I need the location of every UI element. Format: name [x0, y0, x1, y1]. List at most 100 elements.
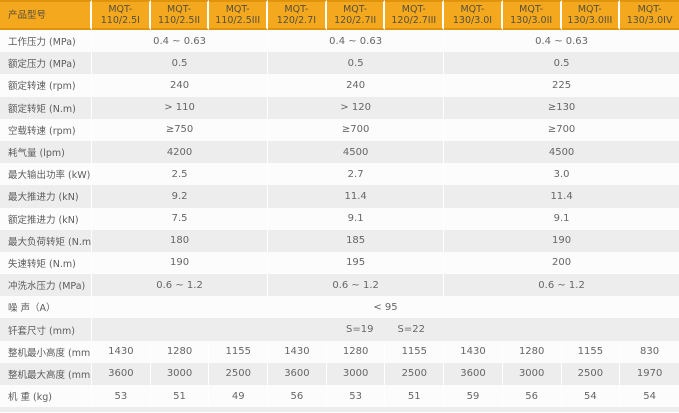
model-header-cell: MQT- 130/3.0III: [561, 0, 621, 30]
value-cell: 1430: [268, 340, 327, 363]
row-label: 空载转速 (rpm): [0, 118, 93, 141]
value-cell: 53: [92, 385, 151, 408]
value-cell: 1280: [326, 340, 386, 363]
value-cell: 2500: [385, 362, 445, 385]
row-label: 额定转速 (rpm): [0, 74, 93, 97]
model-name-line2: 130/3.0IV: [626, 15, 673, 26]
value-cell: 0.4 ~ 0.63: [92, 30, 269, 53]
value-cell: 240: [268, 74, 445, 97]
row-label: 最大推进力 (kN): [0, 185, 93, 208]
value-cell: 54: [620, 385, 679, 408]
model-header-cell: MQT- 120/2.7II: [326, 0, 386, 30]
value-cell: 49: [209, 385, 269, 408]
value-cell: 3600: [268, 362, 327, 385]
value-cell: 225: [444, 74, 679, 97]
value-cell: 0.5: [444, 52, 679, 75]
value-cell: 190: [444, 229, 679, 252]
value-cell: 0.6 ~ 1.2: [268, 274, 445, 297]
value-cell: ≥700: [444, 118, 679, 141]
value-cell: 4200: [92, 140, 269, 164]
spec-row: 钎套尺寸 (mm) S=19 S=22: [0, 318, 679, 341]
spec-row: 噪 声（A） < 95: [0, 296, 679, 319]
spec-row: 最大输出功率 (kW) 2.5 2.7 3.0: [0, 163, 679, 186]
value-cell: 1970: [620, 362, 679, 385]
spec-row: 工作压力 (MPa) 0.4 ~ 0.63 0.4 ~ 0.63 0.4 ~ 0.63: [0, 30, 679, 53]
value-cell: 3000: [150, 362, 210, 385]
row-label: 工作压力 (MPa): [0, 30, 93, 53]
value-cell: 1430: [444, 340, 503, 363]
value-cell: 53: [326, 385, 386, 408]
value-cell: 2500: [209, 362, 269, 385]
value-cell: 1280: [502, 340, 562, 363]
pair-value: S=19: [346, 324, 374, 336]
value-cell: 1430: [92, 340, 151, 363]
spec-row: 额定压力 (MPa) 0.5 0.5 0.5: [0, 52, 679, 75]
value-cell: 180: [92, 229, 269, 252]
spec-table-header: 产品型号 MQT- 110/2.5I MQT- 110/2.5II MQT- 110/2.5…: [0, 0, 679, 30]
spec-row: 整机最大高度 (mm) 3600 3000 2500 3600 3000 2500 3600 3…: [0, 362, 679, 385]
value-cell: 11.4: [268, 185, 445, 208]
model-name-line1: MQT-: [225, 4, 250, 15]
value-cell: > 120: [268, 96, 445, 119]
model-name-line1: MQT-: [401, 4, 426, 15]
model-name-line2: 130/3.0II: [510, 15, 553, 26]
spec-row: 额定转矩 (N.m) > 110 > 120 ≥130: [0, 96, 679, 119]
model-header-cell: MQT- 130/3.0I: [444, 0, 503, 30]
row-label: 噪 声（A）: [0, 296, 93, 319]
model-header-cell: MQT- 130/3.0II: [502, 0, 562, 30]
value-cell: 4500: [444, 140, 679, 164]
spec-row: 失速转矩 (N.m) 190 195 200: [0, 251, 679, 275]
value-cell: 0.6 ~ 1.2: [92, 274, 269, 297]
value-cell: 9.2: [92, 185, 269, 208]
row-label: 额定转矩 (N.m): [0, 96, 93, 119]
value-cell: 3600: [92, 362, 151, 385]
spec-row: 机 重 (kg) 53 51 49 56 53 51 59 56 54 54: [0, 385, 679, 408]
spec-row: 额定转速 (rpm) 240 240 225: [0, 74, 679, 97]
spec-row: 最大推进力 (kN) 9.2 11.4 11.4: [0, 185, 679, 208]
value-cell: 195: [268, 251, 445, 275]
row-label: 机 重 (kg): [0, 385, 93, 408]
model-name-line1: MQT-: [637, 4, 662, 15]
value-cell: 2.5: [92, 163, 269, 186]
row-label: 整机最小高度 (mm): [0, 340, 93, 363]
model-header-cell: MQT- 120/2.7I: [268, 0, 327, 30]
row-label: 冲洗水压力 (MPa): [0, 274, 93, 297]
value-cell: S=19 S=22: [92, 318, 679, 341]
value-cell: 0.4 ~ 0.63: [444, 30, 679, 53]
value-cell: 4500: [268, 140, 445, 164]
value-cell: 9.1: [444, 207, 679, 230]
value-cell: ≥700: [268, 118, 445, 141]
row-label: 整机最大高度 (mm): [0, 362, 93, 385]
model-name-line1: MQT-: [343, 4, 368, 15]
row-label: 额定压力 (MPa): [0, 52, 93, 75]
value-cell: ≥750: [92, 118, 269, 141]
model-name-line2: 110/2.5III: [215, 15, 261, 26]
pair-values: S=19 S=22: [92, 324, 679, 335]
spec-row: 耗气量 (lpm) 4200 4500 4500: [0, 140, 679, 164]
value-cell: ≥130: [444, 96, 679, 119]
value-cell: 54: [561, 385, 621, 408]
model-header-cell: MQT- 110/2.5II: [150, 0, 210, 30]
corner-header-product-model: 产品型号: [0, 0, 93, 30]
model-name-line1: MQT-: [577, 4, 602, 15]
row-label: 耗气量 (lpm): [0, 140, 93, 164]
value-cell: 0.5: [92, 52, 269, 75]
value-cell: 190: [92, 251, 269, 275]
spec-row: 冲洗水压力 (MPa) 0.6 ~ 1.2 0.6 ~ 1.2 0.6 ~ 1.2: [0, 274, 679, 297]
value-cell: 1280: [150, 340, 210, 363]
model-name-line1: MQT-: [460, 4, 485, 15]
model-name-line1: MQT-: [519, 4, 544, 15]
value-cell: 240: [92, 74, 269, 97]
spec-row: 额定推进力 (kN) 7.5 9.1 9.1: [0, 207, 679, 230]
value-cell: 9.1: [268, 207, 445, 230]
spec-row: 空载转速 (rpm) ≥750 ≥700 ≥700: [0, 118, 679, 141]
value-cell: 1155: [561, 340, 621, 363]
value-cell: 7.5: [92, 207, 269, 230]
value-cell: 3000: [326, 362, 386, 385]
value-cell: 185: [268, 229, 445, 252]
model-header-cell: MQT- 110/2.5I: [92, 0, 151, 30]
spec-table-body: 工作压力 (MPa) 0.4 ~ 0.63 0.4 ~ 0.63 0.4 ~ 0.63…: [0, 30, 679, 408]
value-cell: 0.6 ~ 1.2: [444, 274, 679, 297]
model-header-cell: MQT- 110/2.5III: [209, 0, 269, 30]
table-bottom-strip: [0, 407, 679, 413]
